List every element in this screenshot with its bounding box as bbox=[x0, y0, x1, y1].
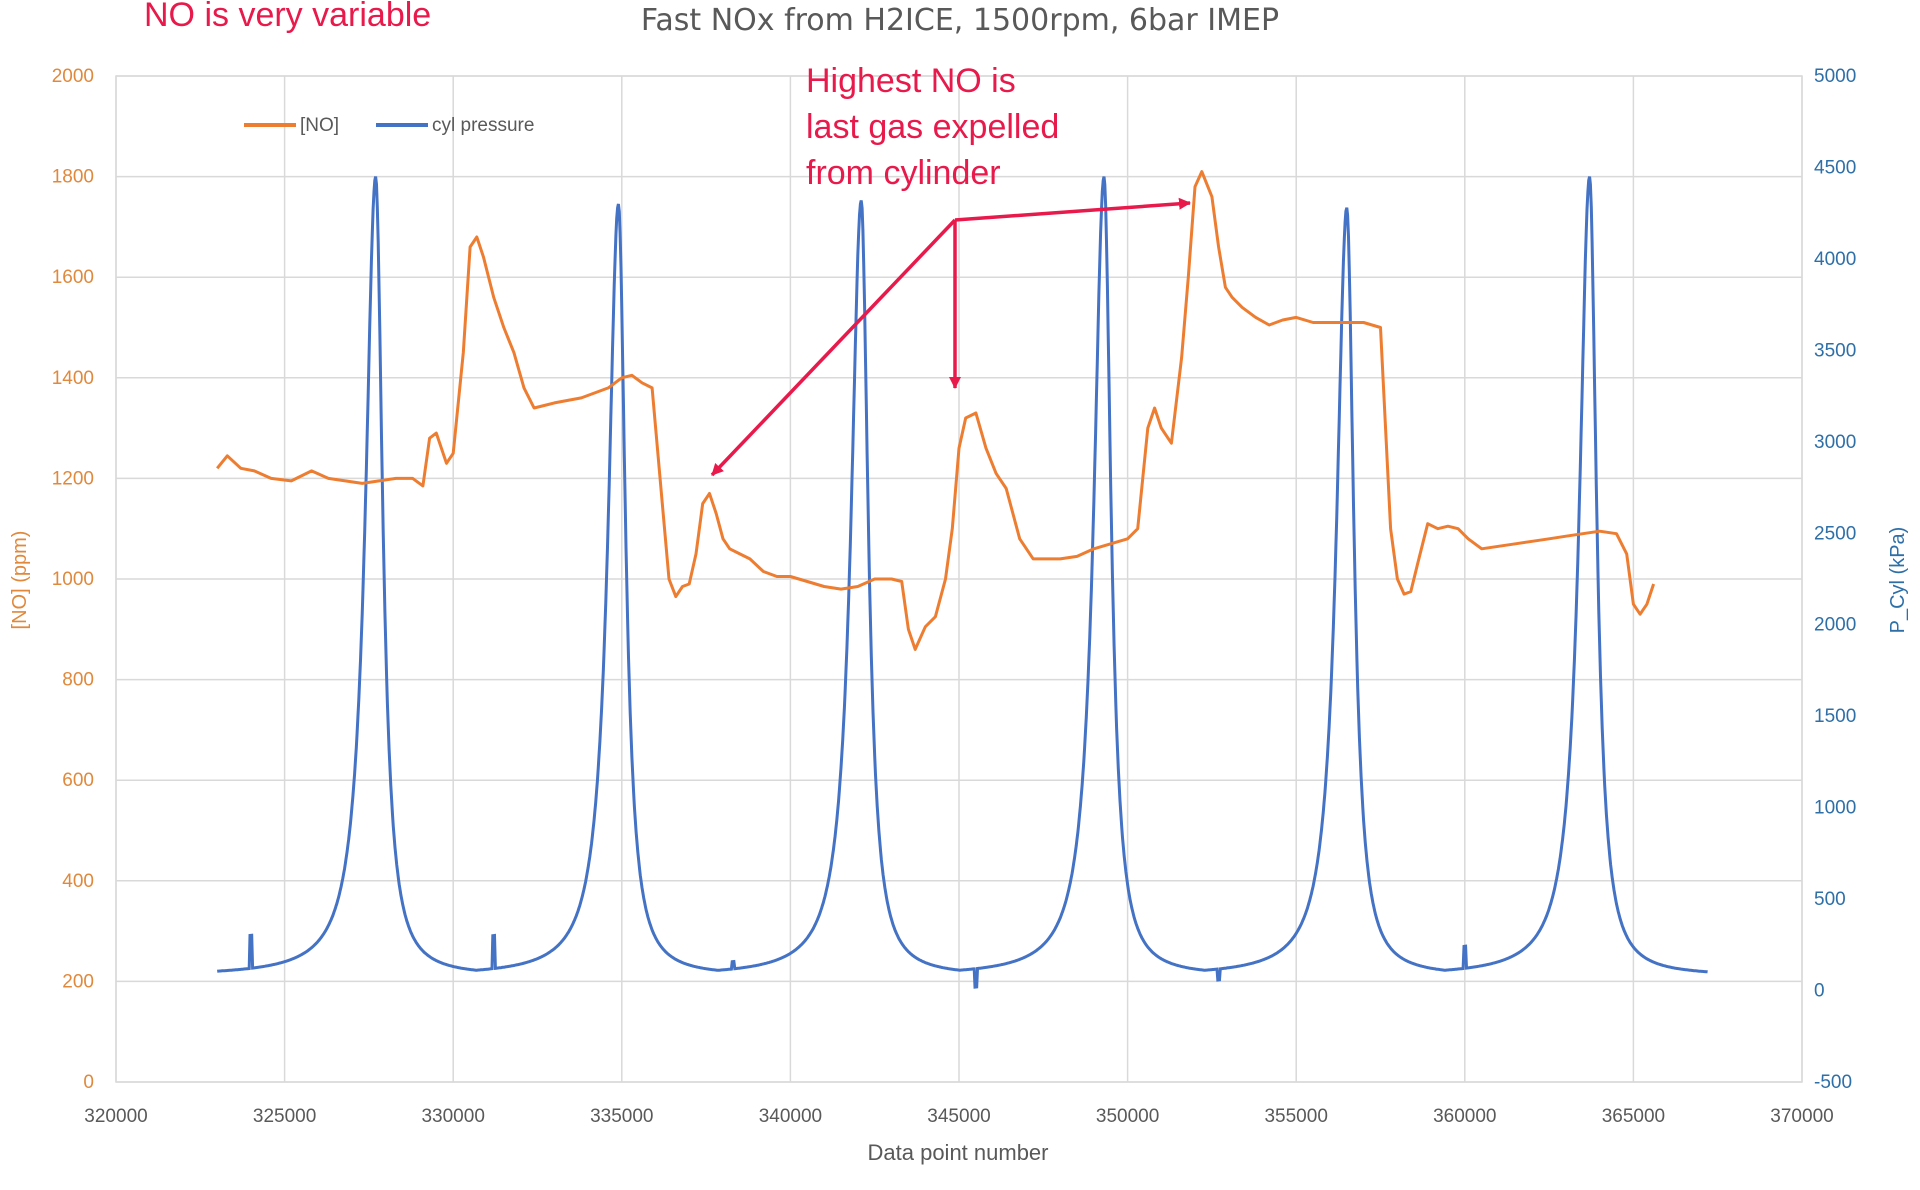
right-tick-label: 2000 bbox=[1814, 615, 1856, 636]
plot-area-border bbox=[115, 75, 1803, 1083]
x-tick-label: 370000 bbox=[1770, 1106, 1833, 1127]
arrow-right bbox=[954, 197, 1191, 222]
x-tick-label: 355000 bbox=[1264, 1106, 1327, 1127]
x-tick-label: 365000 bbox=[1602, 1106, 1665, 1127]
series-line-cyl-pressure bbox=[217, 176, 1708, 989]
left-tick-label: 400 bbox=[62, 871, 94, 892]
legend: [NO] cyl pressure bbox=[244, 115, 534, 136]
annotation-line-3: from cylinder bbox=[806, 154, 1001, 192]
left-tick-label: 1400 bbox=[52, 368, 94, 389]
left-tick-label: 2000 bbox=[52, 66, 94, 87]
left-tick-label: 0 bbox=[83, 1072, 94, 1093]
x-tick-label: 335000 bbox=[590, 1106, 653, 1127]
legend-pressure-label: cyl pressure bbox=[432, 115, 534, 136]
x-tick-label: 325000 bbox=[253, 1106, 316, 1127]
legend-no-label: [NO] bbox=[300, 115, 339, 136]
x-axis-title: Data point number bbox=[868, 1140, 1049, 1165]
x-tick-label: 345000 bbox=[927, 1106, 990, 1127]
series-line-no bbox=[216, 170, 1656, 651]
annotation-line-2: last gas expelled bbox=[806, 108, 1059, 146]
x-axis-ticks: 320000 325000 330000 335000 340000 345000 3500… bbox=[84, 1106, 1833, 1127]
right-tick-label: -500 bbox=[1814, 1072, 1852, 1093]
right-tick-label: 5000 bbox=[1814, 66, 1856, 87]
x-tick-label: 360000 bbox=[1433, 1106, 1496, 1127]
right-tick-label: 3500 bbox=[1814, 340, 1856, 361]
annotation-arrows bbox=[710, 197, 1191, 477]
right-axis-ticks: -500 0 500 1000 1500 2000 2500 3000 3500 4000 4500… bbox=[1814, 66, 1856, 1093]
annotation-variable: NO is very variable bbox=[144, 0, 431, 34]
annotation-line-1: Highest NO is bbox=[806, 62, 1016, 100]
right-tick-label: 500 bbox=[1814, 889, 1846, 910]
left-tick-label: 1000 bbox=[52, 569, 94, 590]
left-tick-label: 1800 bbox=[52, 167, 94, 188]
left-tick-label: 1200 bbox=[52, 468, 94, 489]
left-tick-label: 600 bbox=[62, 770, 94, 791]
right-tick-label: 4500 bbox=[1814, 157, 1856, 178]
chart-title: Fast NOx from H2ICE, 1500rpm, 6bar IMEP bbox=[641, 3, 1279, 38]
right-tick-label: 0 bbox=[1814, 981, 1825, 1002]
x-tick-label: 340000 bbox=[759, 1106, 822, 1127]
left-tick-label: 800 bbox=[62, 670, 94, 691]
x-tick-label: 320000 bbox=[84, 1106, 147, 1127]
right-tick-label: 1000 bbox=[1814, 798, 1856, 819]
right-tick-label: 2500 bbox=[1814, 523, 1856, 544]
series-layer bbox=[216, 170, 1708, 989]
gridlines bbox=[115, 75, 1803, 1083]
left-axis-title: [NO] (ppm) bbox=[9, 531, 31, 630]
x-tick-label: 350000 bbox=[1096, 1106, 1159, 1127]
right-tick-label: 1500 bbox=[1814, 706, 1856, 727]
left-tick-label: 200 bbox=[62, 971, 94, 992]
right-tick-label: 4000 bbox=[1814, 249, 1856, 270]
left-axis-ticks: 0 200 400 600 800 1000 1200 1400 1600 1800 2000 bbox=[52, 66, 94, 1093]
right-tick-label: 3000 bbox=[1814, 432, 1856, 453]
x-tick-label: 330000 bbox=[421, 1106, 484, 1127]
arrow-left bbox=[710, 218, 957, 477]
right-axis-title: P_Cyl (kPa) bbox=[1887, 527, 1909, 634]
left-tick-label: 1600 bbox=[52, 267, 94, 288]
